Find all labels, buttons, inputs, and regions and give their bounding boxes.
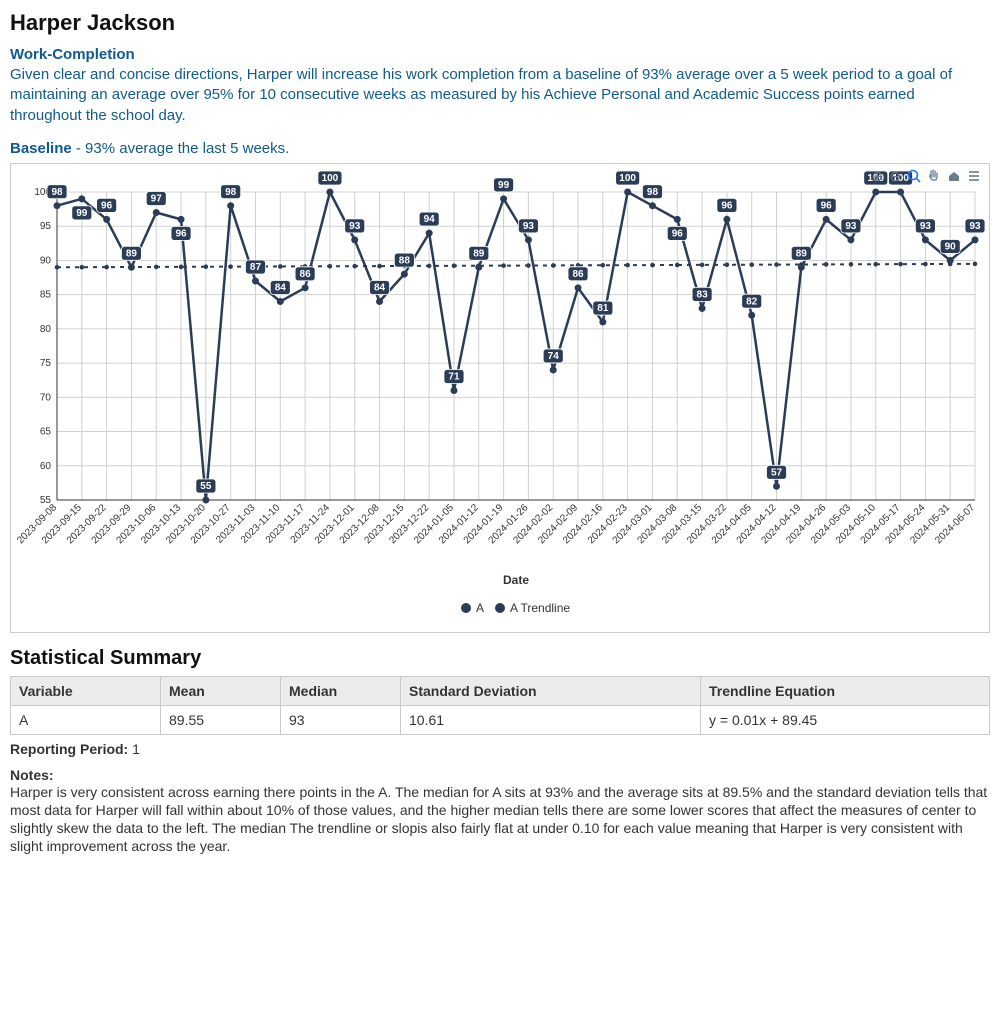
svg-text:55: 55 bbox=[200, 481, 212, 492]
svg-text:94: 94 bbox=[424, 214, 436, 225]
reporting-period: Reporting Period: 1 bbox=[10, 741, 990, 757]
zoom-select-icon[interactable] bbox=[907, 169, 921, 183]
home-icon[interactable] bbox=[947, 169, 961, 183]
svg-text:93: 93 bbox=[969, 221, 981, 232]
svg-text:90: 90 bbox=[945, 241, 957, 252]
svg-text:88: 88 bbox=[399, 255, 411, 266]
svg-text:80: 80 bbox=[40, 324, 52, 335]
col-trend: Trendline Equation bbox=[701, 676, 990, 705]
svg-text:83: 83 bbox=[697, 289, 709, 300]
summary-table: Variable Mean Median Standard Deviation … bbox=[10, 676, 990, 735]
summary-title: Statistical Summary bbox=[10, 647, 990, 670]
svg-text:84: 84 bbox=[374, 282, 386, 293]
table-row: A 89.55 93 10.61 y = 0.01x + 89.45 bbox=[11, 705, 990, 734]
col-mean: Mean bbox=[161, 676, 281, 705]
reporting-period-label: Reporting Period: bbox=[10, 741, 128, 757]
svg-text:93: 93 bbox=[920, 221, 932, 232]
svg-text:89: 89 bbox=[473, 248, 485, 259]
svg-text:96: 96 bbox=[175, 228, 187, 239]
chart-svg: 5560657075808590951009899968997965598878… bbox=[17, 170, 985, 626]
svg-text:A Trendline: A Trendline bbox=[510, 601, 570, 615]
svg-text:74: 74 bbox=[548, 351, 560, 362]
svg-text:98: 98 bbox=[225, 187, 237, 198]
cell-sd: 10.61 bbox=[401, 705, 701, 734]
svg-text:98: 98 bbox=[51, 187, 63, 198]
reporting-period-value: 1 bbox=[132, 741, 140, 757]
zoom-in-icon[interactable]: ⊕ bbox=[872, 168, 884, 185]
svg-text:81: 81 bbox=[597, 303, 609, 314]
svg-text:93: 93 bbox=[349, 221, 361, 232]
cell-variable: A bbox=[11, 705, 161, 734]
zoom-out-icon[interactable]: ⊖ bbox=[889, 168, 901, 185]
chart-toolbar: ⊕ ⊖ bbox=[872, 168, 981, 185]
svg-text:82: 82 bbox=[746, 296, 758, 307]
svg-text:84: 84 bbox=[275, 282, 287, 293]
col-sd: Standard Deviation bbox=[401, 676, 701, 705]
notes-label: Notes: bbox=[10, 767, 990, 783]
svg-text:97: 97 bbox=[151, 193, 163, 204]
svg-text:96: 96 bbox=[672, 228, 684, 239]
baseline-label: Baseline bbox=[10, 140, 72, 157]
svg-text:89: 89 bbox=[796, 248, 808, 259]
svg-text:99: 99 bbox=[76, 208, 88, 219]
svg-text:57: 57 bbox=[771, 467, 783, 478]
svg-text:100: 100 bbox=[619, 173, 636, 184]
svg-text:98: 98 bbox=[647, 187, 659, 198]
cell-trend: y = 0.01x + 89.45 bbox=[701, 705, 990, 734]
chart-container: ⊕ ⊖ 556065707580859095100989996899796559… bbox=[10, 163, 990, 633]
svg-text:93: 93 bbox=[845, 221, 857, 232]
svg-text:96: 96 bbox=[721, 200, 733, 211]
svg-text:Date: Date bbox=[503, 573, 529, 587]
svg-text:93: 93 bbox=[523, 221, 535, 232]
svg-text:75: 75 bbox=[40, 358, 52, 369]
pan-icon[interactable] bbox=[927, 169, 941, 183]
menu-icon[interactable] bbox=[967, 169, 981, 183]
svg-text:85: 85 bbox=[40, 289, 52, 300]
svg-text:70: 70 bbox=[40, 392, 52, 403]
col-median: Median bbox=[281, 676, 401, 705]
cell-mean: 89.55 bbox=[161, 705, 281, 734]
svg-text:65: 65 bbox=[40, 426, 52, 437]
svg-text:89: 89 bbox=[126, 248, 138, 259]
cell-median: 93 bbox=[281, 705, 401, 734]
baseline-text: - 93% average the last 5 weeks. bbox=[72, 140, 290, 157]
svg-text:86: 86 bbox=[300, 269, 312, 280]
goal-label: Work-Completion bbox=[10, 46, 990, 63]
svg-text:95: 95 bbox=[40, 221, 52, 232]
svg-text:100: 100 bbox=[322, 173, 339, 184]
svg-text:96: 96 bbox=[821, 200, 833, 211]
svg-text:99: 99 bbox=[498, 180, 510, 191]
goal-description: Given clear and concise directions, Harp… bbox=[10, 65, 990, 126]
svg-text:86: 86 bbox=[572, 269, 584, 280]
notes-text: Harper is very consistent across earning… bbox=[10, 783, 990, 856]
svg-text:90: 90 bbox=[40, 255, 52, 266]
svg-text:87: 87 bbox=[250, 262, 262, 273]
svg-text:96: 96 bbox=[101, 200, 113, 211]
baseline-line: Baseline - 93% average the last 5 weeks. bbox=[10, 140, 990, 157]
page-title: Harper Jackson bbox=[10, 10, 990, 36]
svg-text:60: 60 bbox=[40, 461, 52, 472]
svg-text:71: 71 bbox=[448, 371, 460, 382]
svg-text:A: A bbox=[476, 601, 484, 615]
col-variable: Variable bbox=[11, 676, 161, 705]
